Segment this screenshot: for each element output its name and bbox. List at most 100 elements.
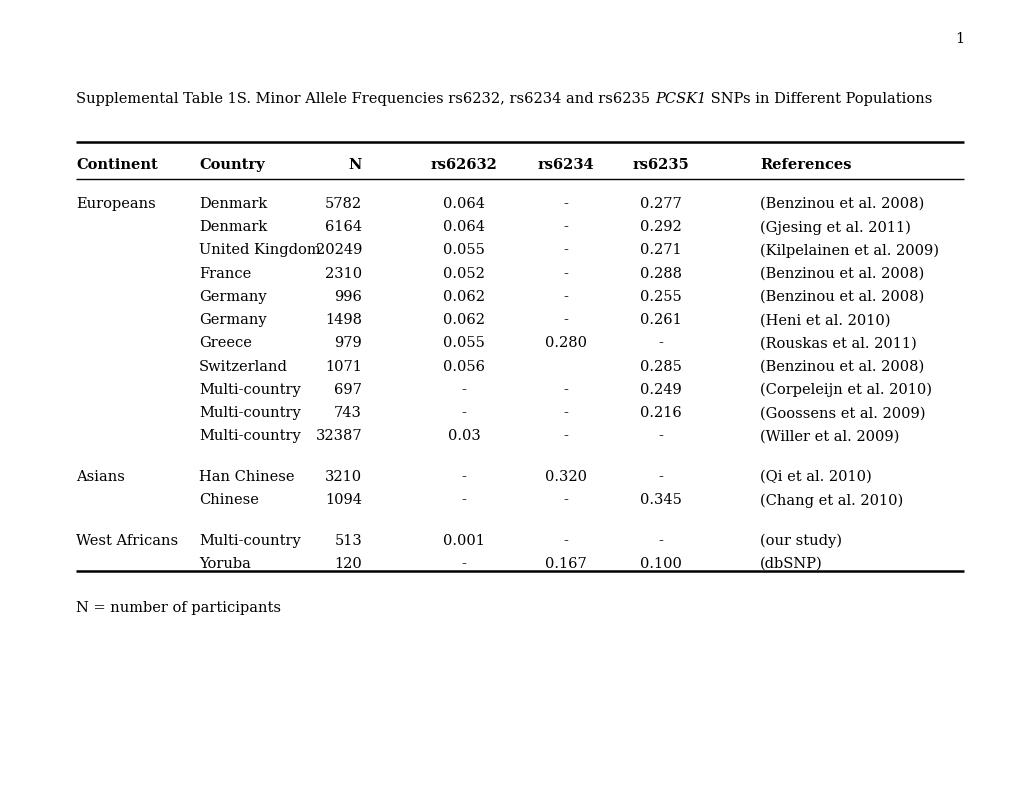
Text: -: - [462,493,466,507]
Text: Multi-country: Multi-country [199,406,301,420]
Text: (Goossens et al. 2009): (Goossens et al. 2009) [759,406,924,420]
Text: (Chang et al. 2010): (Chang et al. 2010) [759,493,902,507]
Text: (dbSNP): (dbSNP) [759,557,822,571]
Text: 20249: 20249 [316,243,362,258]
Text: Multi-country: Multi-country [199,533,301,548]
Text: -: - [564,313,568,327]
Text: 0.288: 0.288 [639,266,682,281]
Text: -: - [564,429,568,444]
Text: References: References [759,158,851,172]
Text: (Corpeleijn et al. 2010): (Corpeleijn et al. 2010) [759,383,931,397]
Text: 5782: 5782 [325,197,362,211]
Text: PCSK1: PCSK1 [654,92,706,106]
Text: -: - [564,493,568,507]
Text: Country: Country [199,158,264,172]
Text: 0.249: 0.249 [640,383,681,397]
Text: -: - [564,533,568,548]
Text: rs6234: rs6234 [537,158,594,172]
Text: -: - [462,406,466,420]
Text: N = number of participants: N = number of participants [76,601,281,615]
Text: (our study): (our study) [759,533,841,548]
Text: Han Chinese: Han Chinese [199,470,294,484]
Text: 996: 996 [334,290,362,304]
Text: 513: 513 [334,533,362,548]
Text: 0.064: 0.064 [442,221,485,234]
Text: 697: 697 [334,383,362,397]
Text: rs6235: rs6235 [632,158,689,172]
Text: -: - [564,383,568,397]
Text: -: - [564,243,568,258]
Text: -: - [462,383,466,397]
Text: Germany: Germany [199,290,266,304]
Text: 1094: 1094 [325,493,362,507]
Text: Asians: Asians [76,470,125,484]
Text: 0.03: 0.03 [447,429,480,444]
Text: -: - [564,406,568,420]
Text: Germany: Germany [199,313,266,327]
Text: 0.261: 0.261 [640,313,681,327]
Text: -: - [658,533,662,548]
Text: 0.255: 0.255 [640,290,681,304]
Text: Denmark: Denmark [199,197,267,211]
Text: Continent: Continent [76,158,158,172]
Text: 6164: 6164 [325,221,362,234]
Text: (Benzinou et al. 2008): (Benzinou et al. 2008) [759,290,923,304]
Text: 0.285: 0.285 [639,359,682,374]
Text: -: - [564,266,568,281]
Text: 3210: 3210 [325,470,362,484]
Text: 0.055: 0.055 [442,336,485,351]
Text: Greece: Greece [199,336,252,351]
Text: -: - [658,470,662,484]
Text: -: - [462,557,466,571]
Text: (Gjesing et al. 2011): (Gjesing et al. 2011) [759,221,910,235]
Text: N: N [348,158,362,172]
Text: 32387: 32387 [315,429,362,444]
Text: 0.100: 0.100 [639,557,682,571]
Text: 0.292: 0.292 [640,221,681,234]
Text: Europeans: Europeans [76,197,156,211]
Text: (Kilpelainen et al. 2009): (Kilpelainen et al. 2009) [759,243,937,258]
Text: (Benzinou et al. 2008): (Benzinou et al. 2008) [759,359,923,374]
Text: Yoruba: Yoruba [199,557,251,571]
Text: 120: 120 [334,557,362,571]
Text: Denmark: Denmark [199,221,267,234]
Text: West Africans: West Africans [76,533,178,548]
Text: (Willer et al. 2009): (Willer et al. 2009) [759,429,899,444]
Text: 0.216: 0.216 [640,406,681,420]
Text: 979: 979 [334,336,362,351]
Text: 0.271: 0.271 [640,243,681,258]
Text: -: - [564,290,568,304]
Text: 0.056: 0.056 [442,359,485,374]
Text: -: - [564,221,568,234]
Text: 0.001: 0.001 [442,533,485,548]
Text: -: - [658,429,662,444]
Text: (Qi et al. 2010): (Qi et al. 2010) [759,470,871,484]
Text: -: - [462,470,466,484]
Text: SNPs in Different Populations: SNPs in Different Populations [706,92,932,106]
Text: Multi-country: Multi-country [199,383,301,397]
Text: Supplemental Table 1S. Minor Allele Frequencies rs6232, rs6234 and rs6235: Supplemental Table 1S. Minor Allele Freq… [76,92,654,106]
Text: (Heni et al. 2010): (Heni et al. 2010) [759,313,890,327]
Text: United Kingdom: United Kingdom [199,243,320,258]
Text: 0.055: 0.055 [442,243,485,258]
Text: 2310: 2310 [325,266,362,281]
Text: 0.062: 0.062 [442,290,485,304]
Text: (Benzinou et al. 2008): (Benzinou et al. 2008) [759,197,923,211]
Text: -: - [658,336,662,351]
Text: 0.062: 0.062 [442,313,485,327]
Text: 0.280: 0.280 [544,336,587,351]
Text: 0.345: 0.345 [639,493,682,507]
Text: (Benzinou et al. 2008): (Benzinou et al. 2008) [759,266,923,281]
Text: 0.277: 0.277 [640,197,681,211]
Text: 1071: 1071 [325,359,362,374]
Text: Chinese: Chinese [199,493,259,507]
Text: rs62632: rs62632 [430,158,497,172]
Text: 0.320: 0.320 [544,470,587,484]
Text: 0.167: 0.167 [545,557,586,571]
Text: 1498: 1498 [325,313,362,327]
Text: Switzerland: Switzerland [199,359,287,374]
Text: 0.064: 0.064 [442,197,485,211]
Text: 0.052: 0.052 [442,266,485,281]
Text: Multi-country: Multi-country [199,429,301,444]
Text: -: - [564,197,568,211]
